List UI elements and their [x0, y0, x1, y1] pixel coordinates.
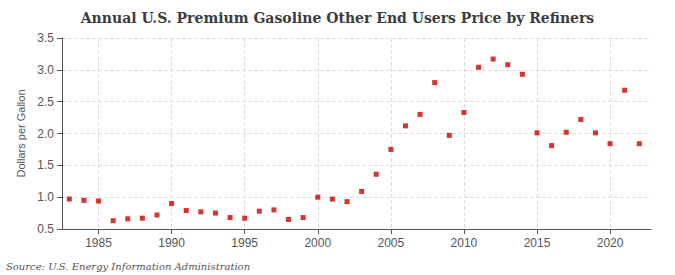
svg-text:Source: U.S. Energy Informatio: Source: U.S. Energy Information Administ… [6, 261, 250, 272]
svg-text:3.5: 3.5 [37, 31, 54, 45]
svg-text:2010: 2010 [451, 236, 478, 250]
svg-text:2005: 2005 [377, 236, 404, 250]
svg-text:1995: 1995 [231, 236, 258, 250]
svg-text:2015: 2015 [524, 236, 551, 250]
svg-text:1985: 1985 [85, 236, 112, 250]
svg-text:1990: 1990 [158, 236, 185, 250]
svg-text:2.0: 2.0 [37, 127, 54, 141]
svg-text:1.5: 1.5 [37, 158, 54, 172]
svg-text:0.5: 0.5 [37, 222, 54, 236]
svg-text:2020: 2020 [597, 236, 624, 250]
svg-text:3.0: 3.0 [37, 63, 54, 77]
svg-text:Annual U.S. Premium Gasoline O: Annual U.S. Premium Gasoline Other End U… [80, 10, 595, 26]
svg-text:1.0: 1.0 [37, 190, 54, 204]
svg-text:2.5: 2.5 [37, 95, 54, 109]
svg-text:Dollars per Gallon: Dollars per Gallon [15, 89, 27, 177]
svg-text:2000: 2000 [304, 236, 331, 250]
